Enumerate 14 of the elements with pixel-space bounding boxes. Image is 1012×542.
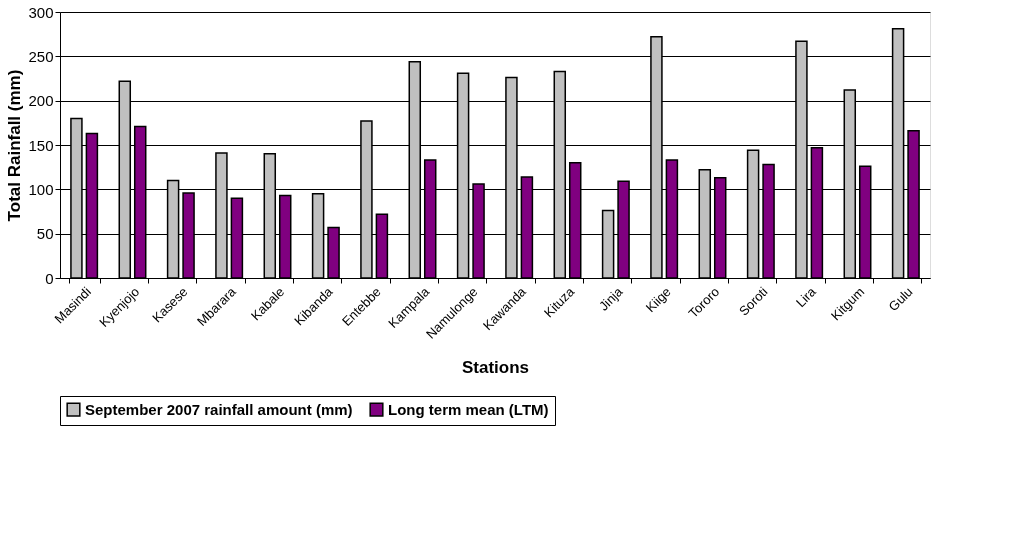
y-axis-title: Total Rainfall (mm)	[5, 69, 25, 222]
y-tick-label: 50	[36, 225, 54, 243]
x-tick-label: Gulu	[885, 284, 916, 315]
y-tick-label: 200	[28, 92, 54, 110]
x-axis-title: Stations	[461, 357, 530, 377]
legend-label: Long term mean (LTM)	[388, 400, 549, 418]
y-tick-label: 300	[28, 3, 54, 21]
y-tick-label: 100	[28, 180, 54, 198]
x-tick-label: Lira	[792, 283, 820, 311]
legend-label: September 2007 rainfall amount (mm)	[85, 400, 353, 418]
y-tick-label: 0	[45, 269, 54, 287]
y-tick-label: 250	[28, 47, 54, 65]
x-tick-label: Jinja	[596, 283, 627, 314]
y-tick-label: 150	[28, 136, 54, 154]
